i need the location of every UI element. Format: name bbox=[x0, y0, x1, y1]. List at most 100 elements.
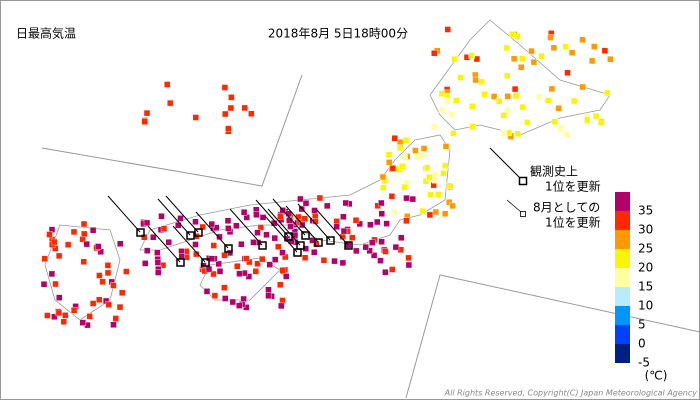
station bbox=[283, 273, 290, 280]
station bbox=[313, 240, 320, 248]
station bbox=[221, 252, 228, 259]
station bbox=[550, 44, 558, 51]
station bbox=[70, 307, 78, 314]
station bbox=[48, 270, 56, 278]
station bbox=[469, 123, 476, 130]
colorbar-swatch bbox=[615, 211, 630, 230]
station bbox=[254, 229, 261, 236]
station bbox=[579, 83, 586, 91]
station bbox=[340, 213, 347, 221]
station bbox=[568, 49, 576, 56]
station bbox=[277, 281, 284, 288]
station bbox=[340, 227, 348, 235]
station bbox=[177, 215, 184, 222]
record-marker bbox=[194, 228, 203, 237]
station bbox=[46, 231, 53, 238]
station bbox=[504, 72, 511, 79]
station bbox=[311, 207, 318, 214]
station bbox=[441, 210, 449, 218]
station bbox=[248, 110, 255, 118]
station bbox=[272, 256, 279, 263]
station bbox=[397, 144, 404, 152]
station bbox=[398, 234, 405, 242]
station bbox=[446, 182, 453, 189]
station bbox=[243, 255, 250, 262]
station bbox=[166, 99, 174, 107]
station bbox=[165, 238, 173, 246]
station bbox=[311, 248, 318, 256]
record-leader bbox=[172, 225, 206, 263]
station bbox=[431, 176, 439, 184]
record-leader bbox=[297, 203, 331, 241]
colorbar-label: 5 bbox=[638, 318, 646, 332]
station bbox=[385, 151, 393, 159]
station bbox=[444, 26, 451, 33]
station bbox=[524, 119, 531, 126]
station bbox=[263, 231, 270, 239]
station bbox=[279, 267, 286, 274]
station bbox=[278, 302, 285, 310]
station bbox=[142, 260, 149, 267]
record-leader bbox=[272, 198, 306, 236]
station bbox=[518, 64, 525, 71]
station bbox=[298, 205, 305, 213]
station bbox=[591, 43, 598, 50]
legend-label: 観測史上 bbox=[530, 165, 578, 179]
station bbox=[478, 78, 485, 85]
station bbox=[112, 315, 119, 322]
station bbox=[205, 265, 213, 273]
station bbox=[382, 269, 389, 276]
colorbar-label: 25 bbox=[638, 242, 653, 256]
station bbox=[41, 255, 48, 262]
station bbox=[228, 94, 235, 101]
station bbox=[427, 191, 434, 198]
station bbox=[99, 278, 106, 285]
record-leader bbox=[264, 215, 298, 253]
station bbox=[222, 110, 229, 118]
station bbox=[275, 243, 282, 251]
station bbox=[238, 240, 245, 248]
station bbox=[562, 43, 569, 50]
station bbox=[208, 255, 216, 263]
record-leader bbox=[315, 208, 349, 246]
legend-label: 1位を更新 bbox=[545, 179, 601, 194]
station bbox=[374, 218, 381, 226]
colorbar-swatch bbox=[615, 306, 630, 325]
station bbox=[592, 112, 600, 120]
station bbox=[89, 300, 97, 307]
station bbox=[423, 164, 431, 171]
station bbox=[212, 224, 220, 231]
record-marker bbox=[344, 241, 353, 250]
station bbox=[154, 249, 161, 256]
station bbox=[504, 93, 511, 100]
station bbox=[83, 240, 90, 248]
station bbox=[229, 298, 237, 306]
station bbox=[110, 321, 117, 328]
legend-marker bbox=[520, 211, 526, 217]
station bbox=[234, 263, 241, 270]
station bbox=[367, 221, 374, 229]
station bbox=[383, 220, 390, 227]
station bbox=[192, 241, 199, 248]
station bbox=[426, 174, 433, 181]
station bbox=[95, 296, 103, 303]
station bbox=[143, 247, 151, 254]
station bbox=[259, 214, 267, 221]
station bbox=[419, 207, 427, 215]
station bbox=[514, 130, 521, 138]
record-marker bbox=[201, 258, 210, 267]
station bbox=[80, 220, 88, 228]
station bbox=[353, 247, 360, 255]
station bbox=[378, 210, 385, 217]
station bbox=[352, 216, 360, 224]
station bbox=[252, 268, 260, 275]
stations bbox=[40, 26, 614, 329]
station bbox=[473, 55, 481, 63]
legend-label: 8月としての bbox=[533, 201, 600, 215]
station bbox=[426, 211, 434, 219]
station bbox=[225, 225, 232, 232]
station bbox=[143, 109, 151, 117]
station bbox=[110, 282, 117, 289]
station bbox=[80, 230, 88, 238]
station bbox=[279, 297, 286, 304]
